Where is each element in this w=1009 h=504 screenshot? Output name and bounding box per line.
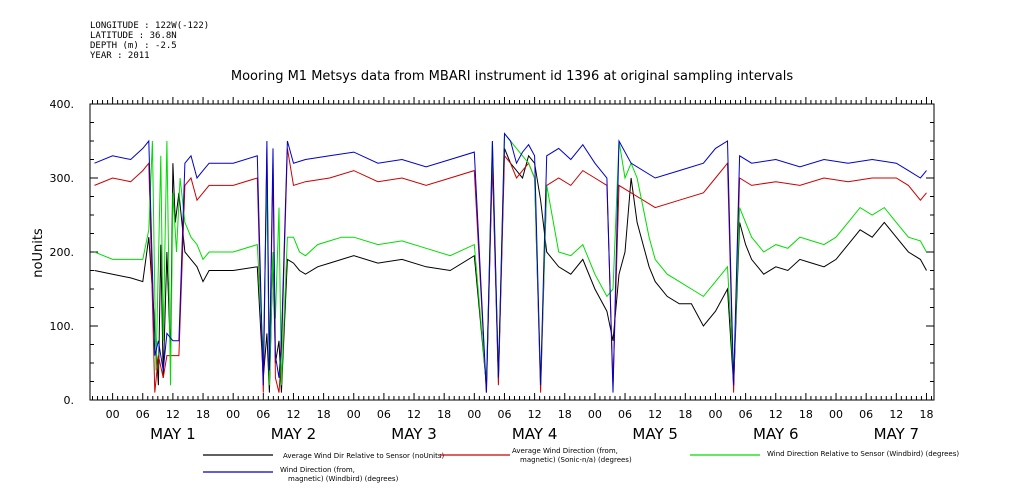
x-hour-tick-label: 06: [618, 408, 632, 421]
x-day-label: MAY 2: [271, 425, 317, 443]
x-day-label: MAY 3: [391, 425, 437, 443]
y-tick-label: 0.: [64, 394, 75, 407]
x-hour-tick-label: 00: [829, 408, 843, 421]
x-hour-tick-label: 00: [467, 408, 481, 421]
x-hour-tick-label: 18: [678, 408, 692, 421]
x-hour-tick-label: 12: [648, 408, 662, 421]
y-tick-label: 100.: [50, 320, 75, 333]
legend-label-3: Wind Direction Relative to Sensor (Windb…: [767, 450, 959, 458]
x-hour-tick-label: 18: [919, 408, 933, 421]
x-hour-tick-label: 18: [558, 408, 572, 421]
x-axis: 00 06 12 18 00 06 12 18 00 06 12 18 00 06 12 18 00 06 12 18…: [92, 97, 933, 443]
y-tick-label: 300.: [50, 172, 75, 185]
x-hour-tick-label: 12: [166, 408, 180, 421]
x-hour-tick-label: 06: [497, 408, 511, 421]
x-hour-tick-label: 18: [196, 408, 210, 421]
legend-label-4: Wind Direction (from, magnetic) (Windbird…: [280, 466, 399, 483]
x-hour-tick-label: 12: [528, 408, 542, 421]
x-day-label: MAY 1: [150, 425, 196, 443]
latitude-text: LATITUDE : 36.8N: [90, 31, 177, 41]
legend-label-2: Average Wind Direction (from, magnetic) (…: [512, 447, 632, 464]
x-day-label: MAY 6: [753, 425, 799, 443]
series-line-4: [94, 132, 927, 393]
x-hour-tick-label: 12: [407, 408, 421, 421]
x-hour-tick-label: 06: [136, 408, 150, 421]
x-hour-tick-label: 12: [286, 408, 300, 421]
series-line-3: [94, 132, 927, 386]
chart-title: Mooring M1 Metsys data from MBARI instru…: [231, 69, 793, 84]
x-hour-tick-label: 06: [859, 408, 873, 421]
depth-text: DEPTH (m) : -2.5: [90, 41, 177, 51]
x-hour-tick-label: 18: [317, 408, 331, 421]
x-hour-tick-label: 00: [588, 408, 602, 421]
x-hour-tick-label: 06: [739, 408, 753, 421]
metadata-block: LONGITUDE : 122W(-122) LATITUDE : 36.8N …: [90, 21, 209, 61]
x-hour-tick-label: 12: [889, 408, 903, 421]
x-hour-tick-label: 12: [769, 408, 783, 421]
x-hour-tick-label: 06: [377, 408, 391, 421]
y-tick-label: 200.: [50, 246, 75, 259]
x-hour-tick-label: 00: [106, 408, 120, 421]
y-tick-label: 400.: [50, 98, 75, 111]
legend: Average Wind Dir Relative to Sensor (noU…: [203, 447, 959, 483]
legend-label-1: Average Wind Dir Relative to Sensor (noU…: [283, 452, 444, 460]
x-hour-tick-label: 06: [256, 408, 270, 421]
x-hour-tick-label: 00: [347, 408, 361, 421]
year-text: YEAR : 2011: [90, 51, 150, 61]
x-hour-tick-label: 00: [226, 408, 240, 421]
longitude-text: LONGITUDE : 122W(-122): [90, 21, 210, 31]
x-hour-tick-label: 18: [437, 408, 451, 421]
x-day-label: MAY 7: [874, 425, 920, 443]
x-day-label: MAY 4: [512, 425, 558, 443]
series-lines: [94, 132, 927, 393]
x-hour-tick-label: 00: [708, 408, 722, 421]
y-axis-label: noUnits: [31, 228, 46, 278]
x-day-label: MAY 5: [632, 425, 678, 443]
x-hour-tick-label: 18: [799, 408, 813, 421]
y-axis: 0. 100. 200. 300. 400.: [50, 98, 934, 407]
